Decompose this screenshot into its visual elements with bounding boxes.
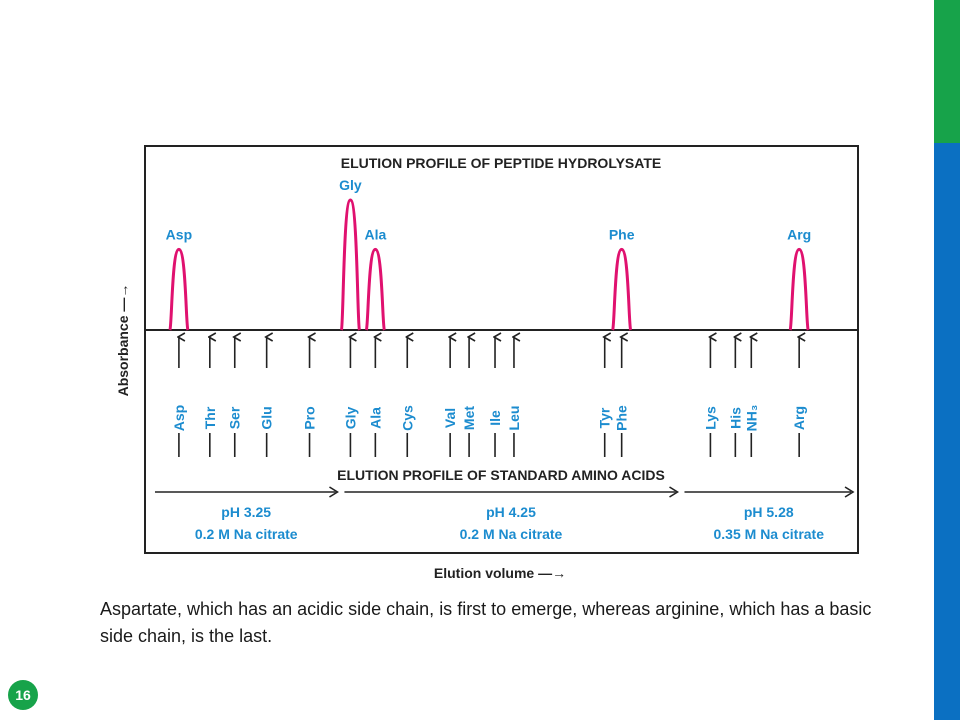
chart-title: ELUTION PROFILE OF PEPTIDE HYDROLYSATE	[341, 155, 661, 171]
peak-gly	[339, 198, 361, 331]
buffer-ph-3: pH 5.28	[744, 504, 794, 520]
slide-caption: Aspartate, which has an acidic side chai…	[100, 599, 872, 646]
buffer-solution-2: 0.2 M Na citrate	[460, 526, 563, 542]
standard-label-val: Val	[442, 408, 458, 428]
standard-label-ile: Ile	[487, 410, 503, 426]
buffer-ph-2: pH 4.25	[486, 504, 536, 520]
standard-label-nh: NH₃	[743, 405, 759, 432]
chart-frame	[144, 145, 859, 554]
peak-phe	[611, 247, 633, 331]
standard-label-his: His	[727, 407, 743, 429]
buffer-ph-1: pH 3.25	[221, 504, 271, 520]
standard-label-phe: Phe	[614, 405, 630, 431]
standard-label-lys: Lys	[702, 406, 718, 430]
x-axis-label: Elution volume —→	[434, 565, 566, 581]
peak-label-gly: Gly	[339, 177, 362, 193]
standard-label-gly: Gly	[342, 407, 358, 430]
standard-label-thr: Thr	[202, 406, 218, 429]
buffer-arrow-head-3	[844, 486, 855, 498]
standard-label-pro: Pro	[302, 406, 318, 429]
peak-asp	[168, 247, 190, 331]
accent-bar-green	[934, 0, 960, 143]
buffer-arrow-head-1	[329, 486, 339, 498]
standard-label-met: Met	[461, 406, 477, 430]
buffer-arrow-head-2	[669, 486, 680, 498]
standard-label-tyr: Tyr	[597, 407, 613, 428]
peak-ala	[364, 247, 386, 331]
standard-label-asp: Asp	[171, 405, 187, 431]
elution-chart: ELUTION PROFILE OF PEPTIDE HYDROLYSATE A…	[115, 145, 859, 581]
standard-label-ser: Ser	[227, 406, 243, 429]
buffers-layer: pH 3.25 0.2 M Na citrate pH 4.25 0.2 M Na c…	[154, 486, 855, 542]
peak-arg	[788, 247, 810, 331]
standard-label-arg: Arg	[791, 406, 807, 430]
peaks-layer: Asp Gly Ala Phe Arg	[166, 177, 811, 331]
peak-label-phe: Phe	[609, 226, 635, 242]
buffer-solution-3: 0.35 M Na citrate	[714, 526, 825, 542]
peak-label-arg: Arg	[787, 226, 811, 242]
standard-label-glu: Glu	[259, 406, 275, 429]
standard-label-ala: Ala	[367, 407, 383, 429]
accent-bar-blue	[934, 143, 960, 720]
standard-label-leu: Leu	[506, 406, 522, 431]
peak-label-asp: Asp	[166, 226, 192, 242]
standards-layer: Asp Thr Ser Glu Pro Gly Ala Cys Val Met Ile Leu Tyr P…	[171, 337, 807, 457]
standards-title: ELUTION PROFILE OF STANDARD AMINO ACIDS	[337, 467, 665, 483]
y-axis-label: Absorbance —→	[115, 284, 131, 397]
buffer-solution-1: 0.2 M Na citrate	[195, 526, 298, 542]
page-number-badge: 16	[8, 680, 38, 710]
peak-label-ala: Ala	[364, 226, 386, 242]
standard-label-cys: Cys	[399, 405, 415, 431]
